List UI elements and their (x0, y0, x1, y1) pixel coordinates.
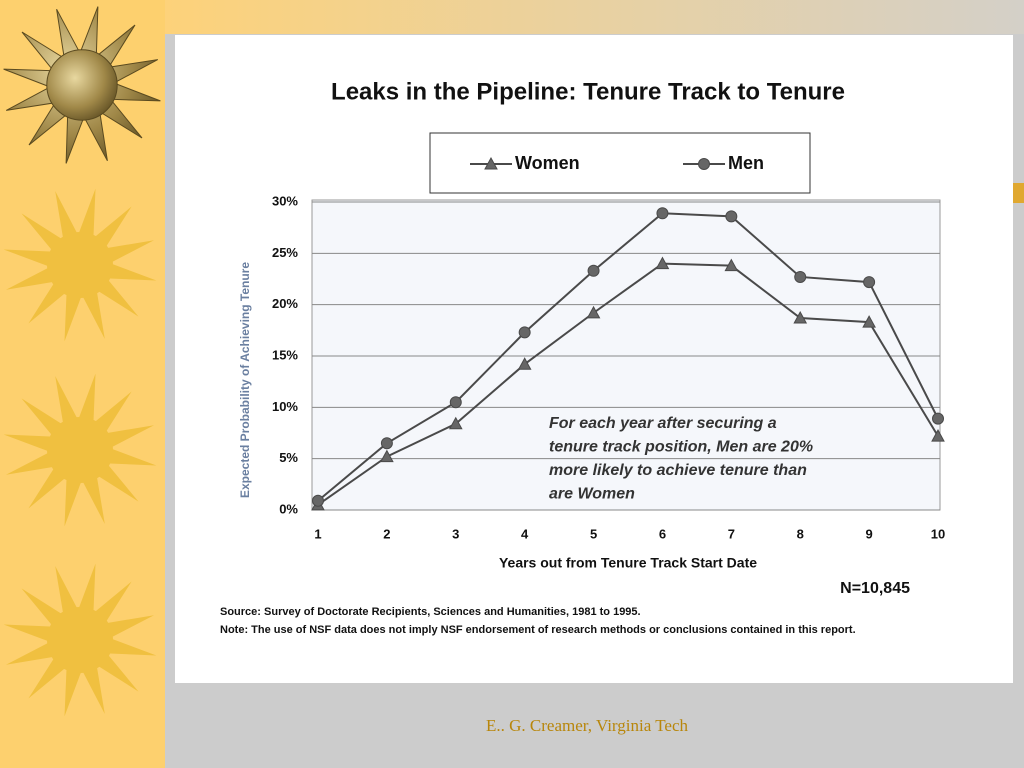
y-tick-label: 5% (279, 450, 298, 465)
x-tick-label: 9 (865, 526, 872, 541)
x-tick-label: 4 (521, 526, 529, 541)
x-tick-label: 2 (383, 526, 390, 541)
x-axis-label: Years out from Tenure Track Start Date (499, 555, 757, 571)
sun-decoration (47, 607, 113, 673)
x-tick-label: 7 (728, 526, 735, 541)
chart-title: Leaks in the Pipeline: Tenure Track to T… (331, 78, 845, 105)
top-band (165, 0, 1024, 34)
sample-size: N=10,845 (840, 580, 910, 597)
x-tick-label: 10 (931, 526, 945, 541)
data-point (794, 270, 807, 283)
legend-marker (484, 156, 498, 170)
data-point (380, 449, 394, 463)
legend-marker (698, 158, 710, 170)
data-point (312, 494, 324, 507)
y-tick-label: 15% (272, 347, 298, 362)
y-tick-label: 20% (272, 296, 298, 311)
legend-label: Women (515, 153, 580, 173)
data-line (317, 262, 939, 506)
data-point (380, 437, 393, 450)
data-point (587, 264, 600, 277)
x-tick-label: 3 (452, 526, 459, 541)
y-tick-label: 30% (272, 193, 298, 208)
data-point (862, 315, 876, 328)
data-point (517, 357, 532, 370)
data-point (518, 326, 531, 339)
data-point (863, 276, 876, 289)
disclaimer-note: Note: The use of NSF data does not imply… (220, 624, 856, 636)
data-point (449, 396, 462, 409)
data-point (448, 416, 463, 430)
data-point (931, 429, 945, 442)
data-line (317, 212, 939, 502)
legend-label: Men (728, 153, 764, 173)
x-tick-label: 1 (314, 526, 321, 541)
x-tick-label: 8 (797, 526, 804, 541)
y-axis-label: Expected Probability of Achieving Tenure (238, 262, 252, 498)
annotation: For each year after securing a (549, 415, 777, 432)
data-point (586, 305, 601, 319)
y-tick-label: 0% (279, 501, 298, 516)
sun-decoration (46, 49, 118, 121)
annotation: are Women (549, 486, 635, 503)
sun-decoration (47, 232, 113, 298)
data-point (656, 207, 669, 220)
annotation: tenure track position, Men are 20% (549, 439, 813, 456)
edge-tab (1013, 183, 1024, 203)
data-point (725, 210, 738, 223)
data-point (793, 310, 808, 324)
source-note: Source: Survey of Doctorate Recipients, … (220, 606, 641, 618)
annotation: more likely to achieve tenure than (549, 462, 807, 479)
y-tick-label: 25% (272, 245, 298, 260)
data-point (724, 258, 739, 272)
x-tick-label: 5 (590, 526, 597, 541)
data-point (932, 412, 944, 425)
footer: E.. G. Creamer, Virginia Tech (486, 716, 688, 735)
data-point (655, 256, 670, 270)
sun-decoration (47, 417, 113, 483)
x-tick-label: 6 (659, 526, 666, 541)
y-tick-label: 10% (272, 399, 298, 414)
